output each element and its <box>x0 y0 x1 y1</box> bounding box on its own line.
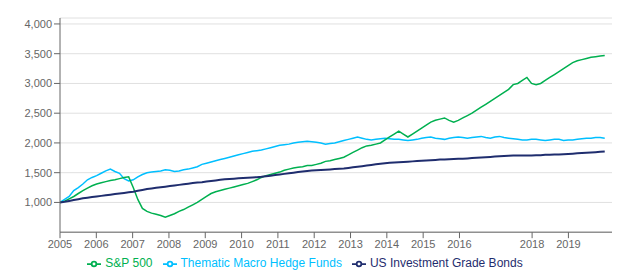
svg-text:2006: 2006 <box>84 238 108 250</box>
svg-text:2016: 2016 <box>447 238 471 250</box>
svg-text:2005: 2005 <box>48 238 72 250</box>
svg-text:2007: 2007 <box>120 238 144 250</box>
svg-text:2011: 2011 <box>266 238 290 250</box>
svg-text:2008: 2008 <box>157 238 181 250</box>
svg-text:2014: 2014 <box>375 238 399 250</box>
svg-text:2012: 2012 <box>302 238 326 250</box>
svg-text:2009: 2009 <box>193 238 217 250</box>
html-text:US Investment Grade Bonds: US Investment Grade Bonds <box>369 256 523 271</box>
svg-text:2010: 2010 <box>229 238 253 250</box>
svg-text:3,500: 3,500 <box>24 48 52 60</box>
svg-text:1,000: 1,000 <box>24 196 52 208</box>
svg-text:4,000: 4,000 <box>24 18 52 30</box>
svg-text:2019: 2019 <box>556 238 580 250</box>
svg-text:2018: 2018 <box>520 238 544 250</box>
svg-text:2,000: 2,000 <box>24 137 52 149</box>
html-text:S&P 500: S&P 500 <box>105 256 153 271</box>
svg-text:3,000: 3,000 <box>24 77 52 89</box>
svg-text:1,500: 1,500 <box>24 167 52 179</box>
svg-text:2,500: 2,500 <box>24 107 52 119</box>
html-text:Thematic Macro Hedge Funds: Thematic Macro Hedge Funds <box>180 256 342 271</box>
svg-text:2013: 2013 <box>338 238 362 250</box>
svg-text:2015: 2015 <box>411 238 435 250</box>
